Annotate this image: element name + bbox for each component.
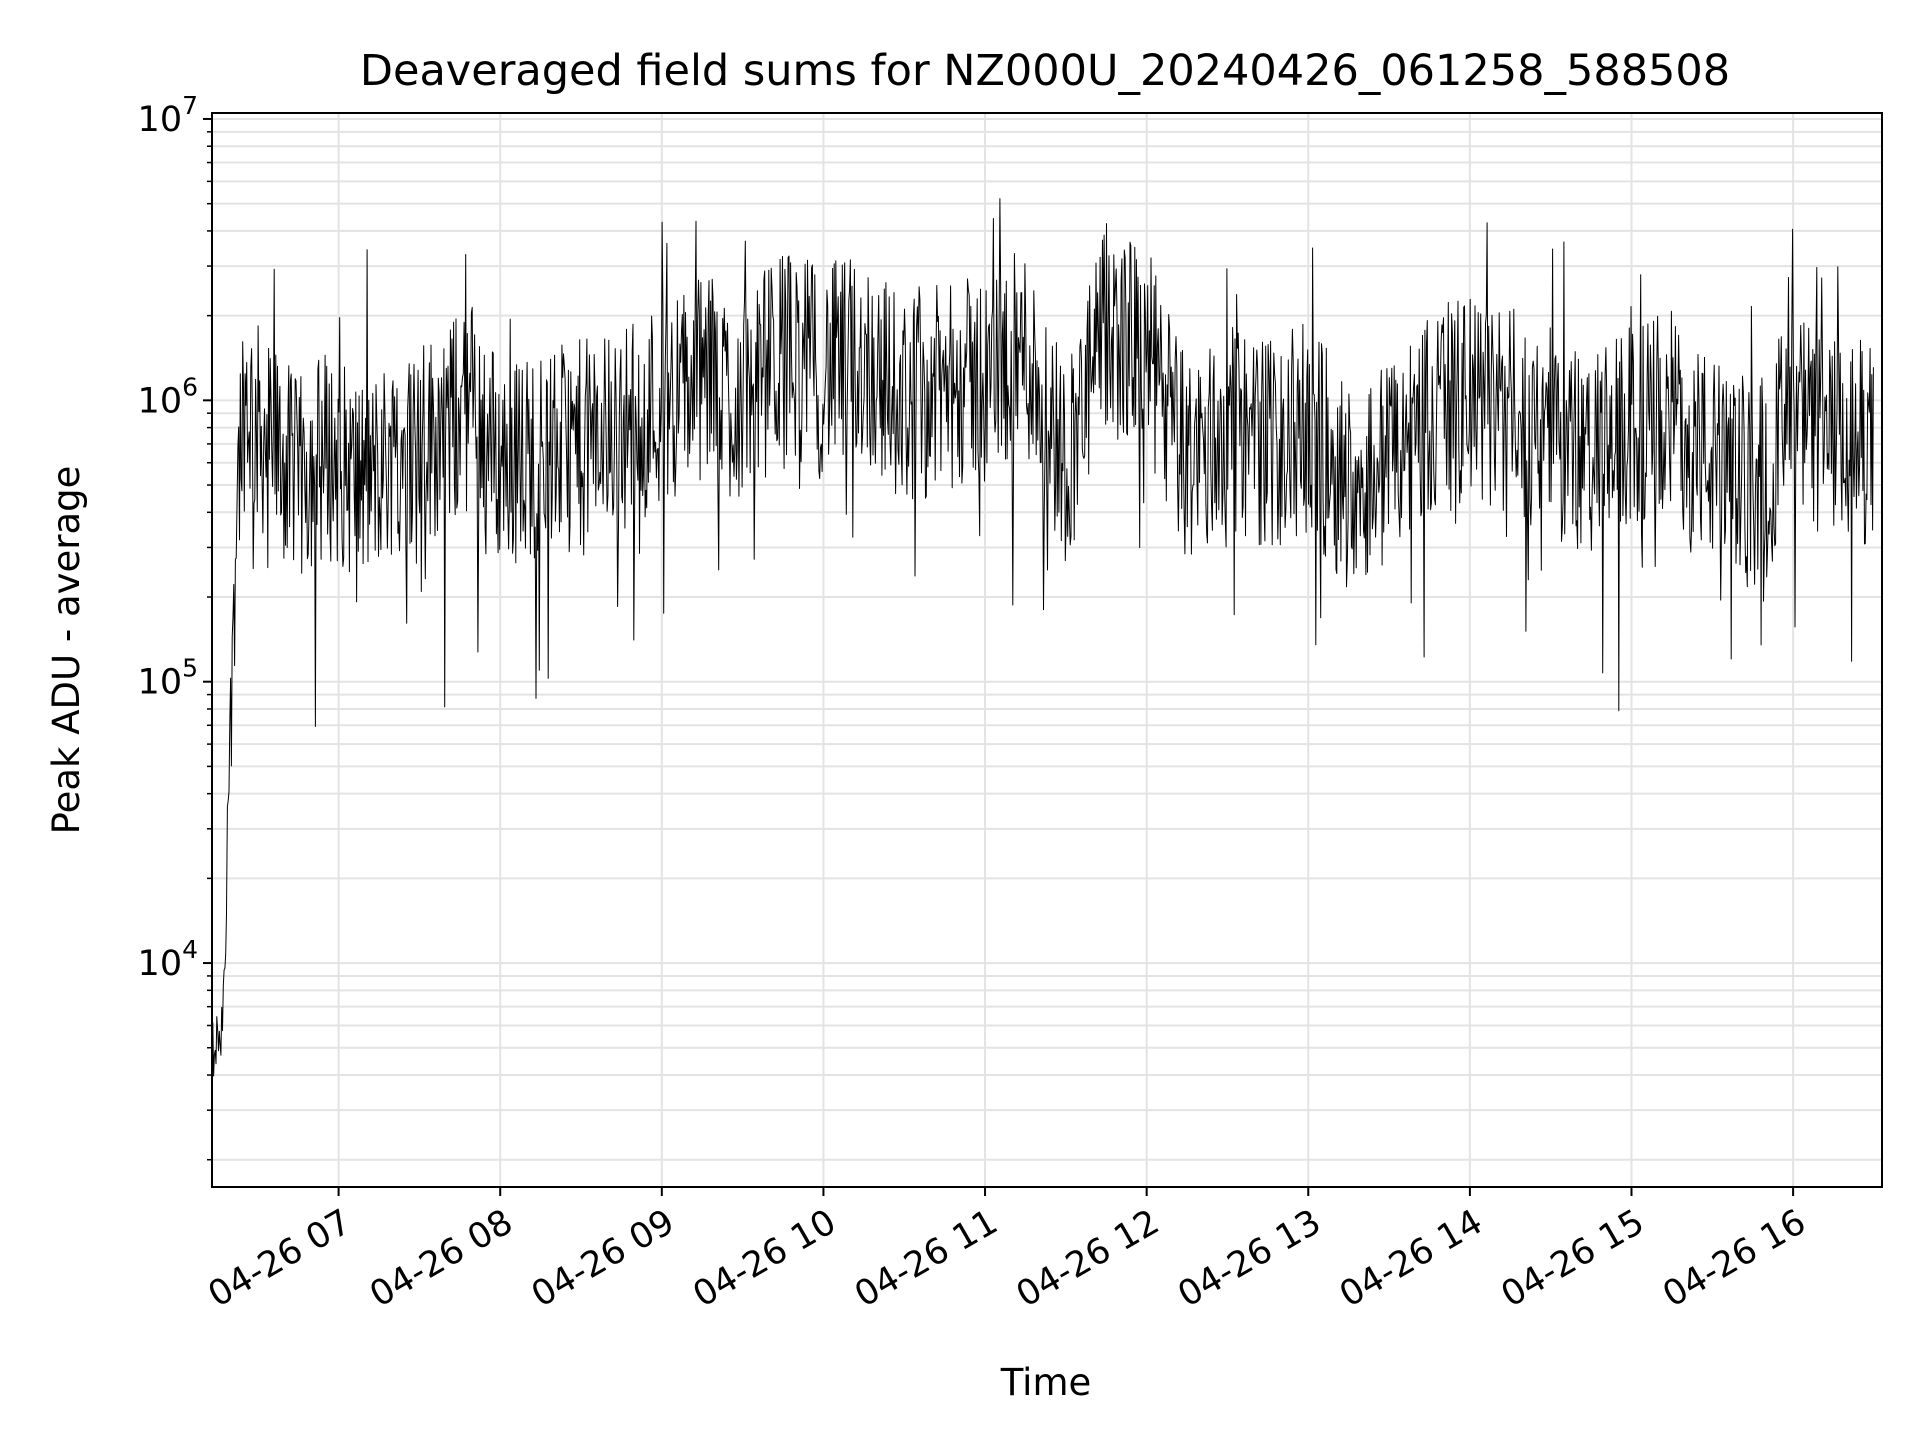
x-axis: 04-26 07 04-26 08 04-26 09 04-26 10 04-26 11… xyxy=(202,1187,1813,1315)
x-tick-label: 04-26 09 xyxy=(525,1202,681,1315)
x-tick-label: 04-26 10 xyxy=(687,1202,843,1315)
x-tick-label: 04-26 07 xyxy=(202,1202,358,1315)
grid xyxy=(212,113,1882,1187)
x-tick-label: 04-26 16 xyxy=(1656,1202,1812,1315)
y-axis: 104 105 106 107 xyxy=(138,91,212,1161)
series-line xyxy=(211,198,1874,1077)
x-tick-label: 04-26 13 xyxy=(1171,1202,1327,1315)
x-tick-label: 04-26 14 xyxy=(1333,1202,1489,1315)
x-tick-label: 04-26 08 xyxy=(363,1202,519,1315)
plot-area xyxy=(211,198,1874,1077)
y-tick-label: 107 xyxy=(138,91,198,140)
plot-frame xyxy=(211,112,1883,1188)
y-tick-label: 104 xyxy=(138,935,198,984)
x-tick-label: 04-26 15 xyxy=(1495,1202,1651,1315)
y-axis-label: Peak ADU - average xyxy=(45,466,88,835)
y-tick-label: 105 xyxy=(138,654,198,703)
x-tick-label: 04-26 11 xyxy=(848,1202,1004,1315)
chart-title: Deaveraged field sums for NZ000U_2024042… xyxy=(360,46,1730,96)
x-axis-label: Time xyxy=(1000,1361,1092,1404)
y-tick-label: 106 xyxy=(138,372,198,421)
x-tick-label: 04-26 12 xyxy=(1010,1202,1166,1315)
